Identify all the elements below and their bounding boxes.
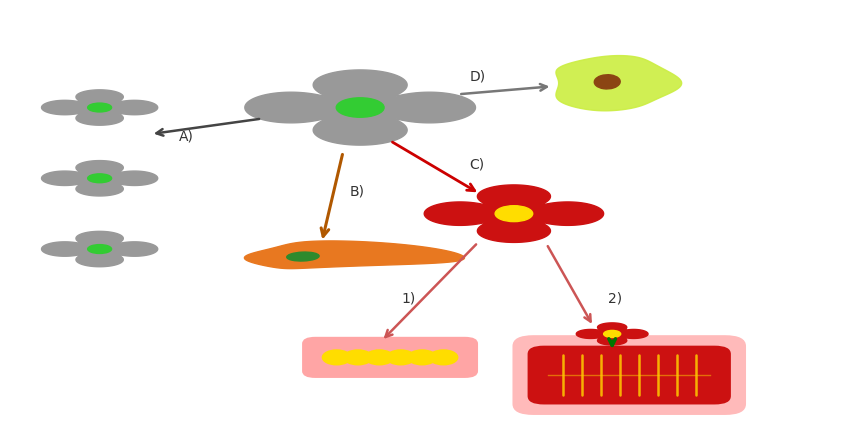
FancyBboxPatch shape [512, 335, 746, 415]
Ellipse shape [87, 245, 111, 254]
Polygon shape [424, 185, 603, 243]
Polygon shape [41, 231, 158, 267]
Text: A): A) [179, 129, 194, 144]
Text: C): C) [470, 158, 484, 172]
Circle shape [429, 350, 458, 365]
Ellipse shape [336, 98, 384, 117]
Text: D): D) [470, 70, 486, 84]
Ellipse shape [87, 174, 111, 183]
Text: 2): 2) [608, 291, 622, 305]
Circle shape [344, 350, 372, 365]
Polygon shape [556, 56, 681, 111]
Ellipse shape [594, 75, 620, 89]
Polygon shape [244, 241, 464, 269]
Ellipse shape [603, 330, 620, 337]
FancyBboxPatch shape [528, 346, 731, 405]
Circle shape [322, 350, 351, 365]
Text: 1): 1) [401, 292, 416, 306]
Ellipse shape [287, 252, 319, 261]
Circle shape [387, 350, 415, 365]
Polygon shape [245, 70, 476, 145]
Ellipse shape [495, 206, 533, 222]
Text: B): B) [350, 185, 365, 199]
Polygon shape [41, 161, 158, 196]
Polygon shape [576, 323, 648, 345]
Polygon shape [41, 90, 158, 125]
Circle shape [408, 350, 436, 365]
Ellipse shape [87, 103, 111, 112]
FancyBboxPatch shape [302, 337, 478, 378]
Circle shape [365, 350, 393, 365]
